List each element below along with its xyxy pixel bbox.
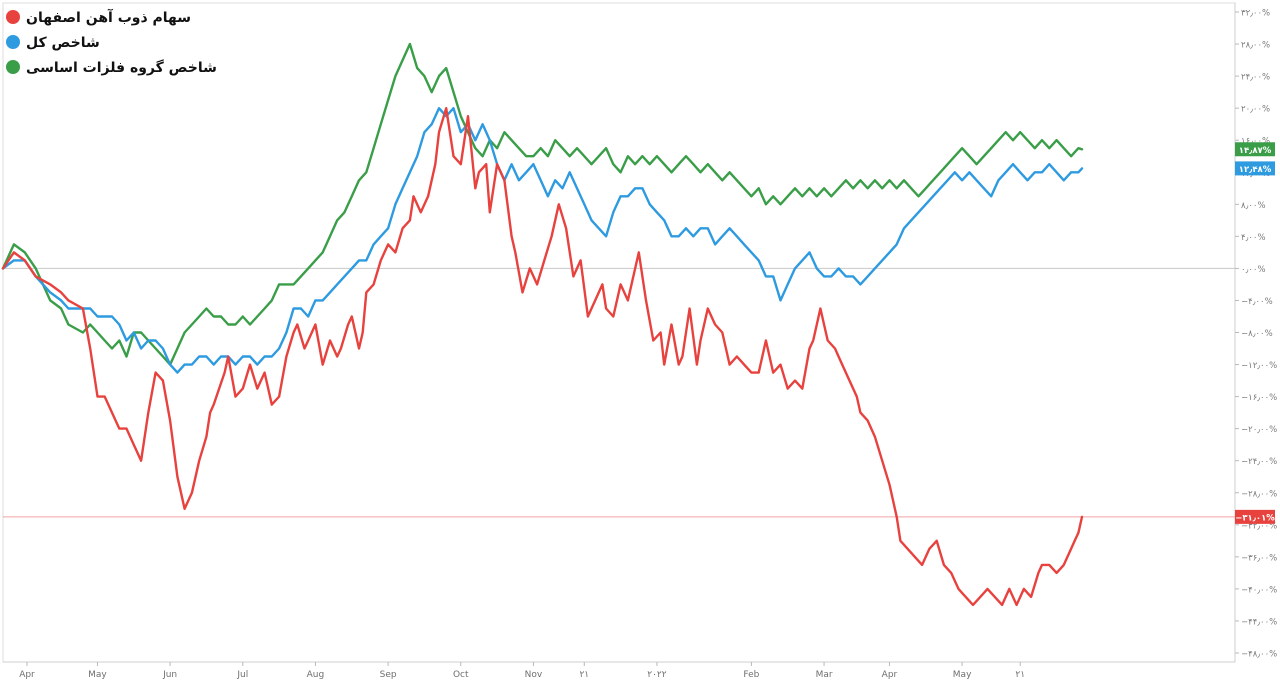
y-tick-label: −۳۶٫۰۰% <box>1241 553 1277 563</box>
x-tick-label: Jul <box>236 670 248 680</box>
y-tick-label: −۱۲٫۰۰% <box>1241 361 1277 371</box>
x-tick-label: Aug <box>307 670 325 680</box>
reference-lines <box>3 267 1235 518</box>
legend-swatch <box>6 10 20 24</box>
series-line-1 <box>1 107 1084 374</box>
y-tick-label: −۲۰٫۰۰% <box>1241 425 1277 435</box>
y-tick-label: −۸٫۰۰% <box>1241 329 1273 339</box>
y-tick-label: ۰٫۰۰% <box>1241 265 1266 275</box>
x-tick-label: May <box>88 670 107 680</box>
last-value-tag <box>1235 509 1275 524</box>
y-tick-label: −۴۸٫۰۰% <box>1241 650 1277 660</box>
last-value-tag <box>1235 161 1275 176</box>
y-tick-label: −۲۴٫۰۰% <box>1241 457 1277 467</box>
series-line-2 <box>1 42 1084 366</box>
y-tick-label: ۱۶٫۰۰% <box>1241 137 1270 147</box>
series-layer <box>1 42 1084 607</box>
x-tick-label: Feb <box>743 670 759 680</box>
y-tick-label: −۴۰٫۰۰% <box>1241 585 1277 595</box>
legend-label: شاخص کل <box>26 35 100 51</box>
y-tick-label: −۴۴٫۰۰% <box>1241 617 1277 627</box>
series-line-0 <box>1 107 1084 607</box>
y-tick-label: ۲۰٫۰۰% <box>1241 105 1270 115</box>
x-tick-label: ۲۰۲۲ <box>647 670 667 680</box>
x-tick-label: Oct <box>453 670 469 680</box>
x-tick-label: ۲۱ <box>1015 670 1025 680</box>
last-value-labels: −۳۱٫۰۱% ۱۲٫۴۸% ۱۴٫۸۷% <box>1235 142 1275 524</box>
last-value-label: −۳۱٫۰۱% <box>1235 513 1275 523</box>
x-axis: Apr May Jun Jul Aug Sep Oct Nov ۲۱ ۲۰۲۲ Feb Mar Apr M… <box>3 661 1235 680</box>
y-tick-label: ۲۸٫۰۰% <box>1241 41 1270 51</box>
legend-swatch <box>6 60 20 74</box>
last-value-label: ۱۲٫۴۸% <box>1239 165 1272 175</box>
y-tick-label: −۴٫۰۰% <box>1241 297 1273 307</box>
legend-label: سهام ذوب آهن اصفهان <box>26 8 191 26</box>
x-tick-label: Jun <box>162 670 177 680</box>
y-tick-label: ۳۲٫۰۰% <box>1241 9 1270 19</box>
legend-swatch <box>6 35 20 49</box>
y-tick-label: ۴٫۰۰% <box>1241 233 1266 243</box>
y-tick-label: −۱۶٫۰۰% <box>1241 393 1277 403</box>
y-tick-label: ۸٫۰۰% <box>1241 201 1266 211</box>
x-tick-label: May <box>953 670 972 680</box>
y-tick-label: ۲۴٫۰۰% <box>1241 73 1270 83</box>
last-value-tag <box>1235 142 1275 157</box>
x-tick-label: Mar <box>816 670 833 680</box>
x-tick-label: Apr <box>882 670 898 680</box>
x-tick-label: ۲۱ <box>579 670 589 680</box>
y-tick-label: −۲۸٫۰۰% <box>1241 489 1277 499</box>
x-tick-label: Nov <box>525 670 543 680</box>
last-value-label: ۱۴٫۸۷% <box>1239 146 1272 156</box>
legend: سهام ذوب آهن اصفهان شاخص کل شاخص گروه فلزا… <box>6 8 217 76</box>
legend-label: شاخص گروه فلزات اساسی <box>26 59 217 76</box>
x-tick-label: Apr <box>19 670 35 680</box>
y-tick-label: −۳۲٫۰۰% <box>1241 521 1277 531</box>
x-tick-label: Sep <box>380 670 397 680</box>
